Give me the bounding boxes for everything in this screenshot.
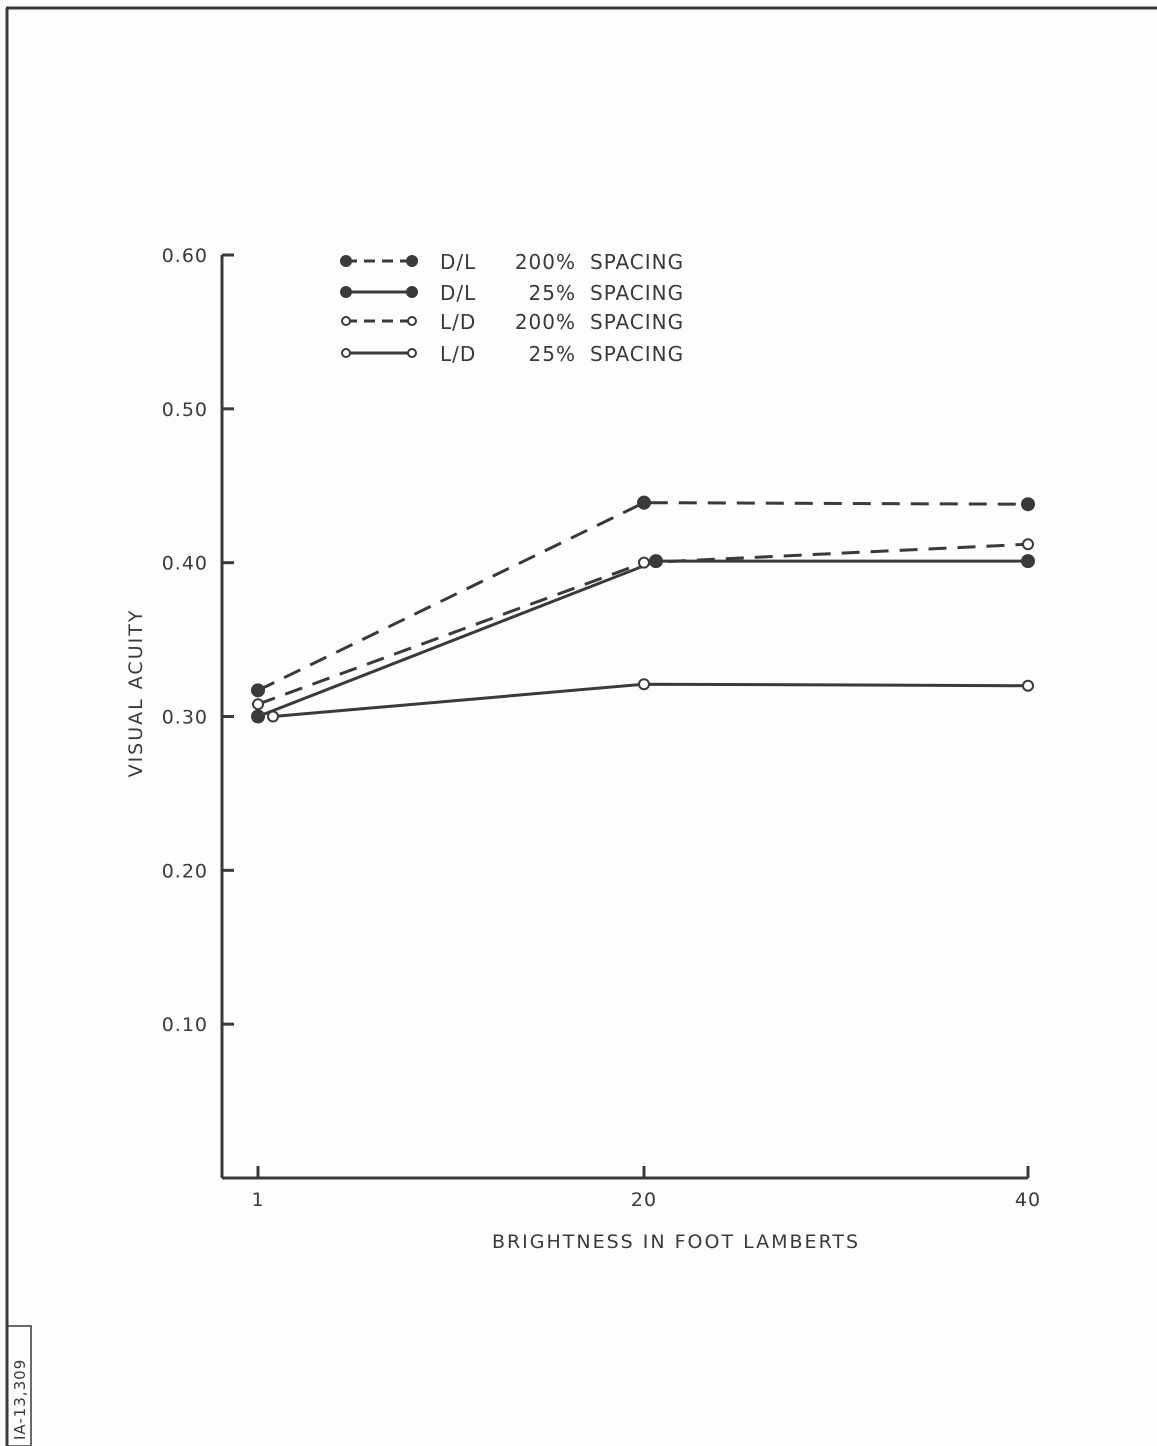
series-3 xyxy=(252,538,1034,711)
data-point xyxy=(1022,679,1034,692)
data-point xyxy=(1021,554,1035,569)
legend-label: L/D xyxy=(440,310,476,334)
legend-marker xyxy=(407,316,417,326)
legend-marker xyxy=(340,286,352,298)
legend-label: 25% xyxy=(529,342,576,366)
data-point xyxy=(252,698,264,711)
figure-stamp-box xyxy=(6,1325,32,1446)
data-point xyxy=(638,678,650,691)
legend-item: L/D 25% SPACING xyxy=(341,342,684,366)
x-axis-ticks: 1 20 40 xyxy=(251,1166,1041,1211)
legend-marker xyxy=(341,348,351,358)
data-point xyxy=(267,710,279,723)
figure-stamp-text: IA-13,309 xyxy=(11,1359,29,1440)
legend-item: D/L 200% SPACING xyxy=(340,250,684,274)
y-tick-label: 0.10 xyxy=(162,1014,208,1036)
legend-label: D/L xyxy=(440,281,476,305)
data-point xyxy=(251,709,265,724)
data-point xyxy=(638,556,650,569)
series-line xyxy=(272,682,1029,718)
x-tick-label: 20 xyxy=(631,1189,657,1211)
legend-label: SPACING xyxy=(590,310,684,334)
y-tick-label: 0.60 xyxy=(162,245,208,267)
legend-marker xyxy=(341,316,351,326)
legend: D/L 200% SPACING D/L 25% SPACING L/D 200% SPACIN… xyxy=(340,250,684,366)
legend-marker xyxy=(406,255,418,267)
legend-label: 25% xyxy=(529,281,576,305)
figure-stamp: IA-13,309 xyxy=(6,1325,32,1446)
data-point xyxy=(251,683,265,698)
x-tick-label: 1 xyxy=(251,1189,264,1211)
legend-label: L/D xyxy=(440,342,476,366)
series-2 xyxy=(251,554,1035,724)
legend-label: D/L xyxy=(440,250,476,274)
y-tick-label: 0.30 xyxy=(162,707,208,729)
y-tick-label: 0.40 xyxy=(162,553,208,575)
x-tick-label: 40 xyxy=(1015,1189,1041,1211)
legend-item: L/D 200% SPACING xyxy=(341,310,684,334)
legend-marker xyxy=(407,348,417,358)
x-axis-title: BRIGHTNESS IN FOOT LAMBERTS xyxy=(492,1231,860,1253)
y-tick-label: 0.50 xyxy=(162,399,208,421)
legend-label: 200% xyxy=(515,250,576,274)
legend-label: SPACING xyxy=(590,281,684,305)
series-line xyxy=(257,559,1028,718)
y-axis-ticks: 0.10 0.20 0.30 0.40 0.50 0.60 xyxy=(162,245,234,1036)
legend-label: SPACING xyxy=(590,250,684,274)
legend-marker xyxy=(406,286,418,298)
legend-label: 200% xyxy=(515,310,576,334)
y-axis-title: VISUAL ACUITY xyxy=(125,609,147,778)
series-4 xyxy=(267,678,1034,723)
legend-item: D/L 25% SPACING xyxy=(340,281,684,305)
data-point xyxy=(1022,538,1034,551)
y-tick-label: 0.20 xyxy=(162,860,208,882)
legend-marker xyxy=(340,255,352,267)
data-point xyxy=(1021,497,1035,512)
legend-label: SPACING xyxy=(590,342,684,366)
series-layer xyxy=(251,495,1035,724)
data-point xyxy=(637,495,651,510)
series-1 xyxy=(251,495,1035,698)
